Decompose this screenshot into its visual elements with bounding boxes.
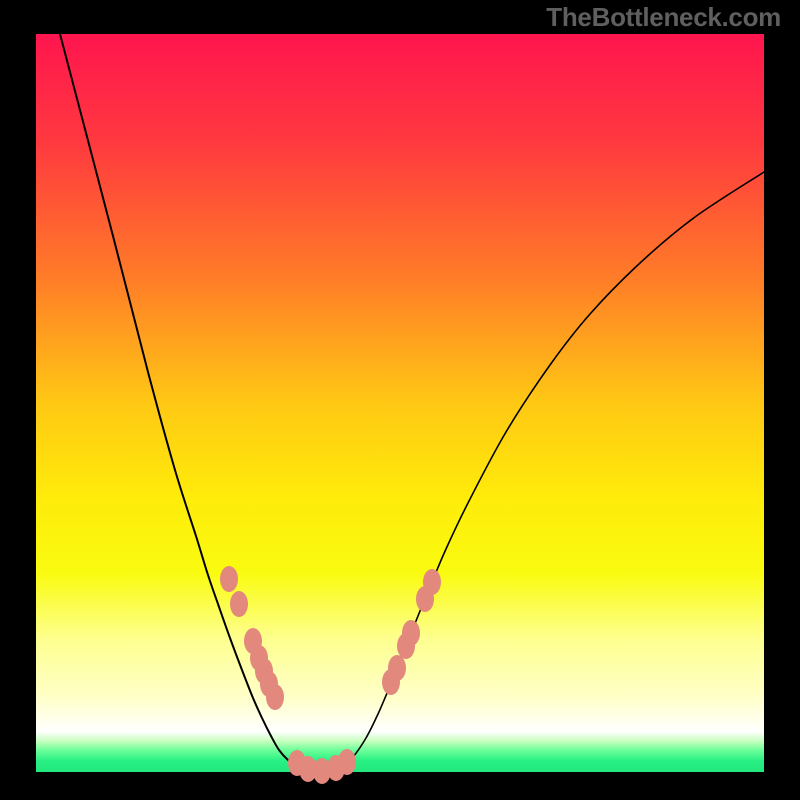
marker-point [230,591,248,617]
marker-point [402,620,420,646]
chart-container: TheBottleneck.com [0,0,800,800]
marker-point [388,655,406,681]
marker-point [266,684,284,710]
watermark-text: TheBottleneck.com [546,2,781,33]
marker-point [220,566,238,592]
chart-svg [0,0,800,800]
marker-point [338,749,356,775]
marker-point [423,569,441,595]
